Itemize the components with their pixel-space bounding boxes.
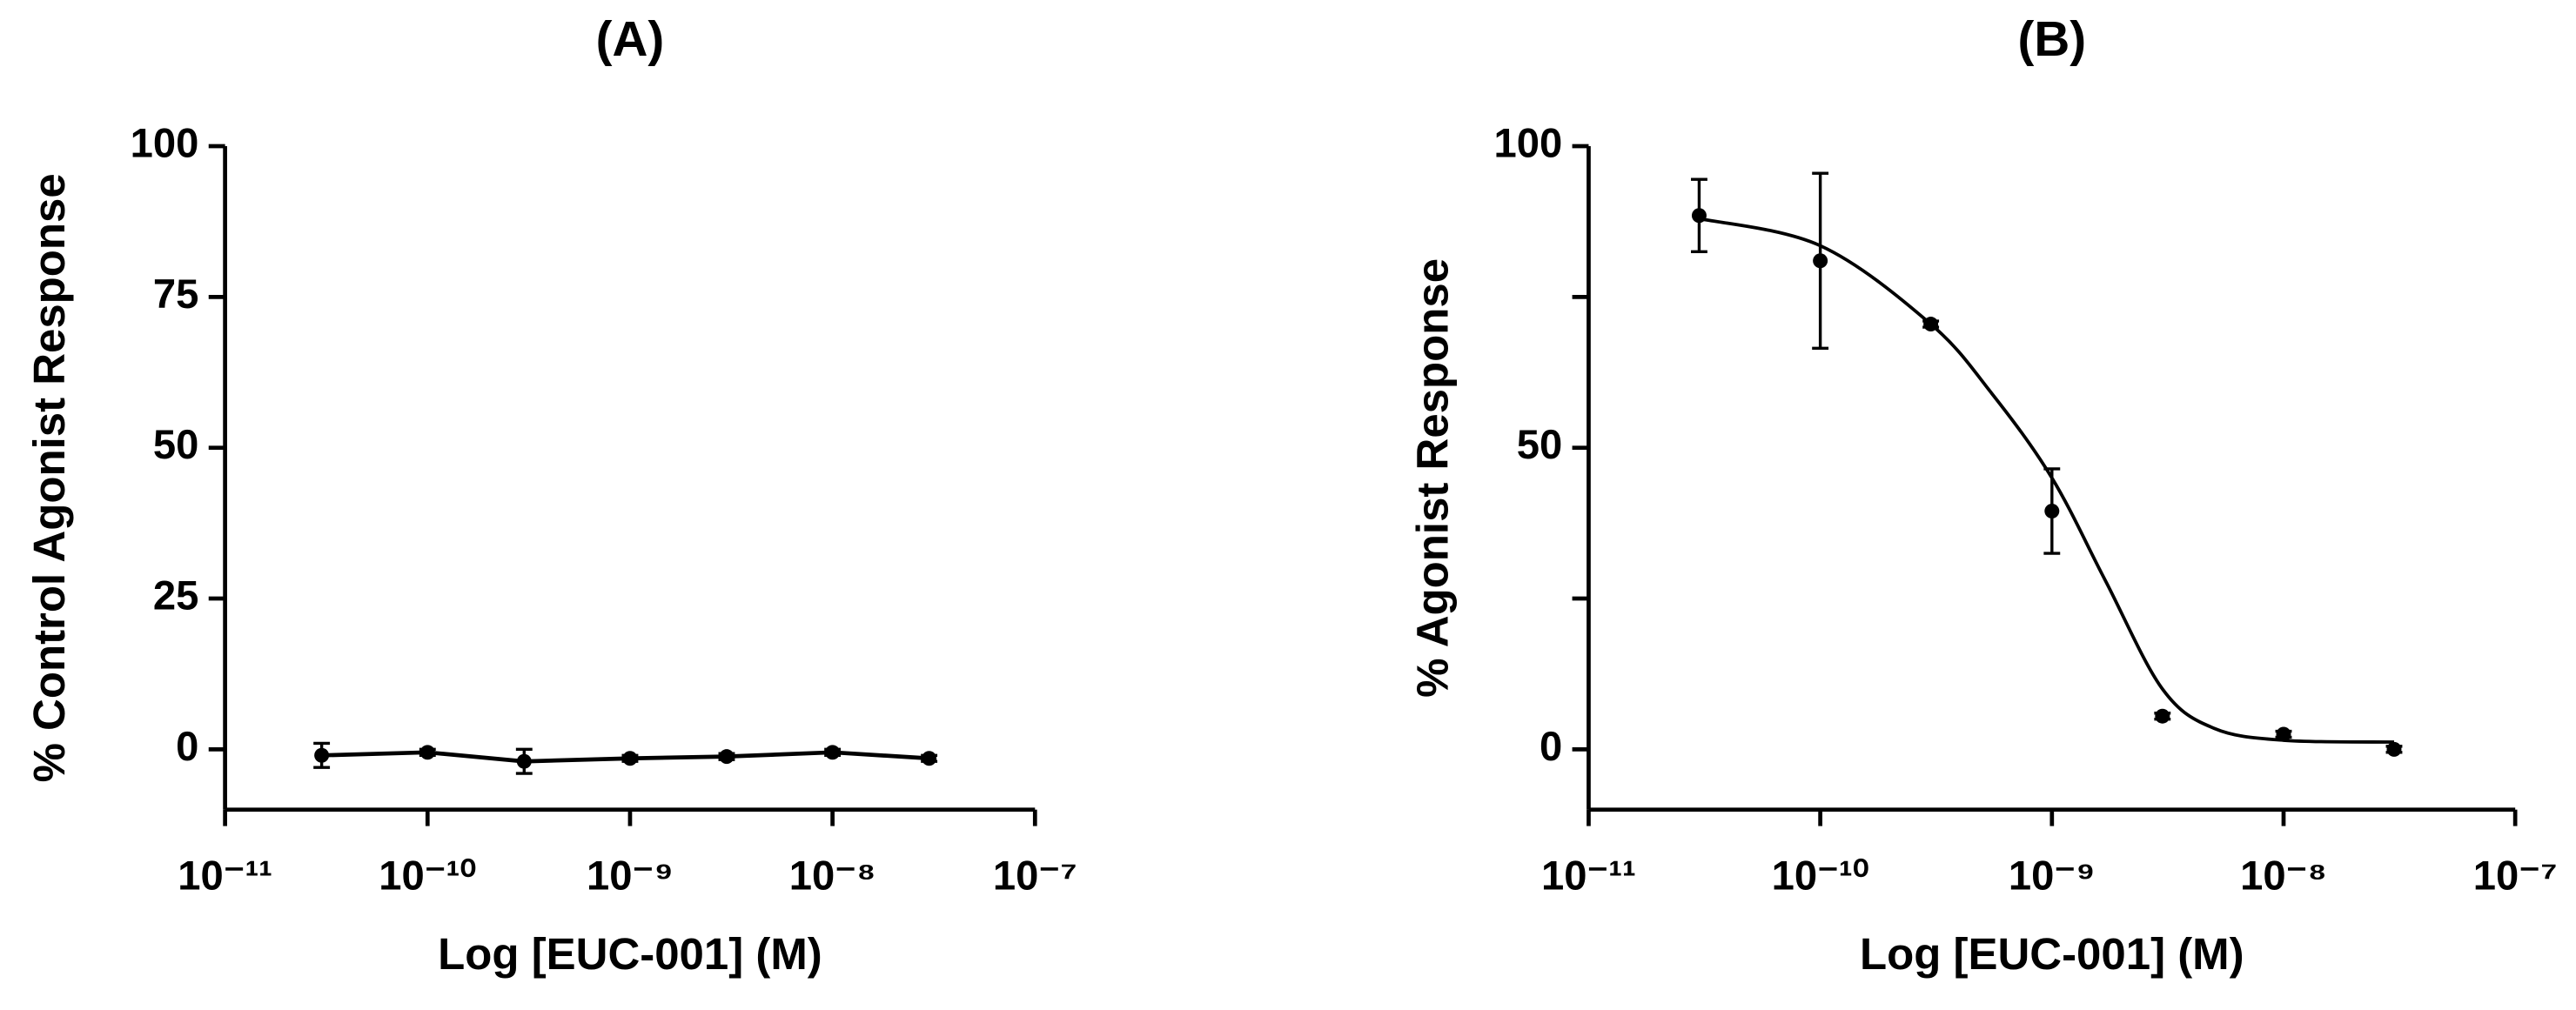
x-tick-label: 10⁻⁹ <box>587 853 674 899</box>
y-tick-label: 25 <box>153 572 199 619</box>
x-tick-label: 10⁻¹¹ <box>178 853 272 899</box>
data-point <box>622 751 638 766</box>
x-tick-label: 10⁻¹⁰ <box>379 853 476 899</box>
y-tick-label: 100 <box>1494 120 1563 166</box>
y-tick-label: 0 <box>1540 724 1562 770</box>
x-axis-label: Log [EUC-001] (M) <box>1860 929 2244 979</box>
data-point <box>2155 708 2170 724</box>
y-axis-label: % Control Agonist Response <box>24 173 74 782</box>
y-tick-label: 50 <box>153 422 199 468</box>
data-point <box>2044 503 2060 518</box>
x-tick-label: 10⁻¹⁰ <box>1772 853 1869 899</box>
data-point <box>1691 208 1707 224</box>
data-point <box>419 745 435 760</box>
data-point <box>2386 741 2402 757</box>
data-point <box>719 749 735 765</box>
data-point <box>2276 726 2291 742</box>
data-point <box>922 751 937 766</box>
y-tick-label: 100 <box>131 120 199 166</box>
y-axis-label: % Agonist Response <box>1407 258 1457 698</box>
data-point <box>314 747 330 763</box>
x-tick-label: 10⁻⁹ <box>2009 853 2096 899</box>
x-axis-label: Log [EUC-001] (M) <box>438 929 822 979</box>
x-tick-label: 10⁻⁷ <box>2473 853 2558 899</box>
x-tick-label: 10⁻⁸ <box>789 853 876 899</box>
x-tick-label: 10⁻¹¹ <box>1541 853 1636 899</box>
data-point <box>825 745 841 760</box>
data-point <box>516 753 532 769</box>
x-tick-label: 10⁻⁸ <box>2240 853 2327 899</box>
y-tick-label: 75 <box>153 271 199 318</box>
y-tick-label: 50 <box>1517 422 1563 468</box>
x-tick-label: 10⁻⁷ <box>993 853 1077 899</box>
fit-curve <box>1699 217 2394 744</box>
chart-title: (A) <box>596 12 665 67</box>
data-point <box>1813 253 1828 269</box>
data-point <box>1923 317 1939 332</box>
y-tick-label: 0 <box>176 724 198 770</box>
chart-title: (B) <box>2018 12 2087 67</box>
